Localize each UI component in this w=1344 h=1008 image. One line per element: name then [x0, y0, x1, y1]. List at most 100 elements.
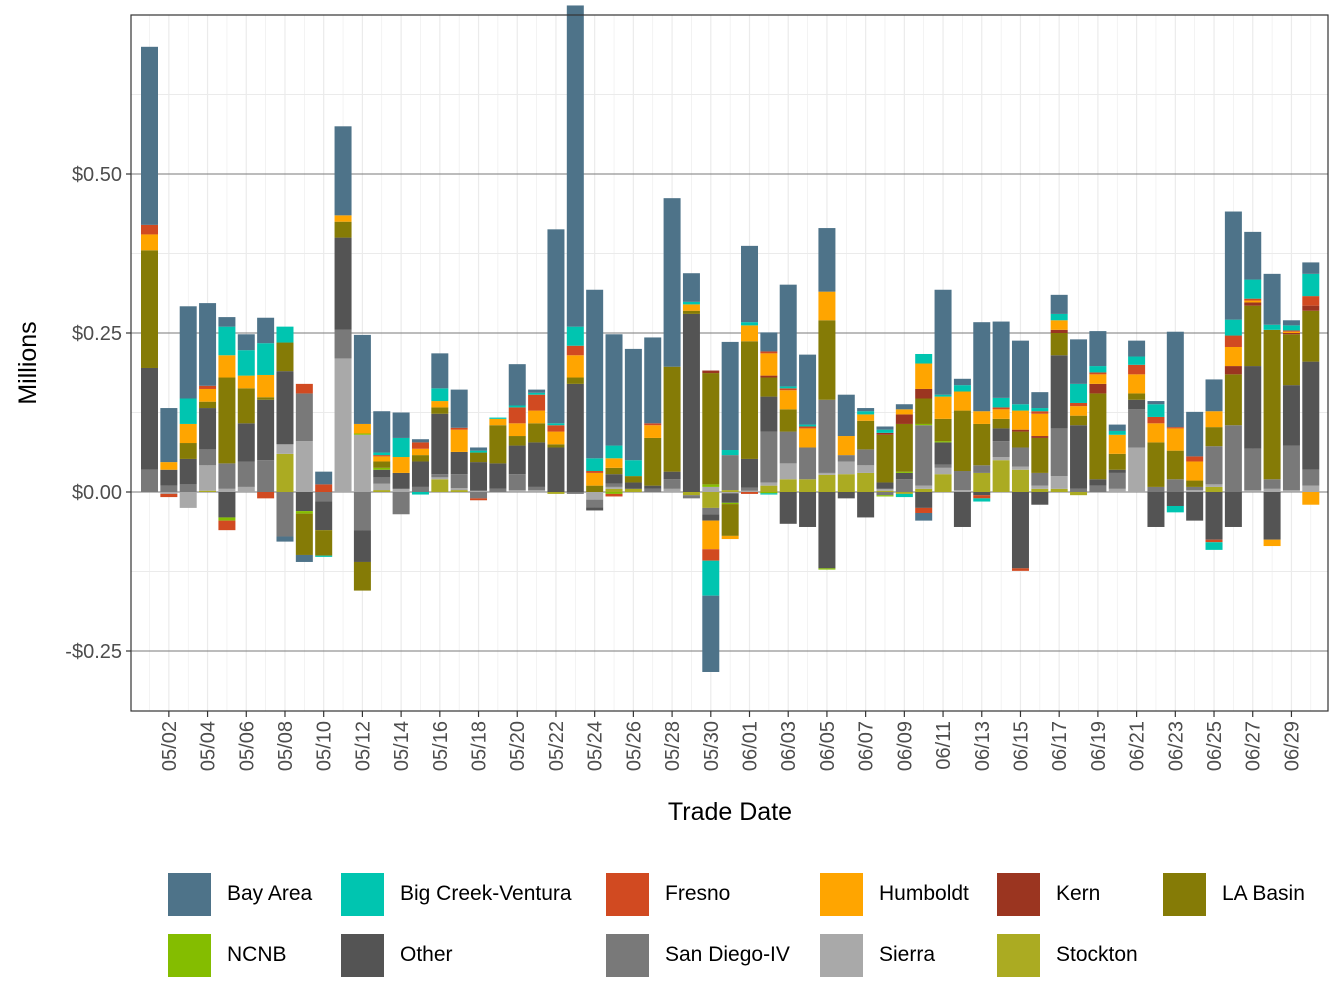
bar-segment-big-creek-ventura: [1224, 319, 1242, 336]
bar-segment-other: [1205, 492, 1223, 540]
bar-segment-sierra: [857, 465, 875, 473]
bar-segment-la-basin: [1244, 305, 1262, 367]
legend-swatch: [997, 933, 1040, 977]
bar-segment-la-basin: [1011, 431, 1029, 448]
bar-segment-bay-area: [837, 394, 855, 437]
legend-label: Stockton: [1056, 943, 1138, 966]
bar-segment-la-basin: [973, 423, 991, 466]
bar-segment-bay-area: [857, 408, 875, 412]
bar-segment-big-creek-ventura: [411, 492, 429, 495]
bar-segment-sierra: [276, 444, 294, 454]
bar-segment-fresno: [411, 442, 429, 449]
bar-segment-other: [1224, 492, 1242, 527]
bar-segment-sierra: [431, 477, 449, 480]
y-tick-label: $0.00: [72, 482, 122, 504]
bar-segment-bay-area: [1263, 273, 1281, 325]
bar-segment-fresno: [644, 423, 662, 426]
bar-segment-la-basin: [1263, 329, 1281, 480]
bar-segment-sierra: [1263, 488, 1281, 492]
bar-segment-other: [663, 471, 681, 480]
bar-segment-big-creek-ventura: [721, 450, 739, 456]
bar-segment-bay-area: [876, 426, 894, 430]
bar-segment-big-creek-ventura: [953, 385, 971, 392]
bar-segment-big-creek-ventura: [876, 429, 894, 433]
x-tick-label: 06/15: [1010, 721, 1032, 771]
bar-segment-la-basin: [508, 436, 526, 446]
bar-segment-ncnb: [895, 471, 913, 473]
bar-segment-sierra: [1108, 488, 1126, 492]
bar-segment-stockton: [992, 460, 1010, 492]
bar-segment-fresno: [760, 351, 778, 354]
bar-segment-other: [1108, 469, 1126, 473]
bar-segment-ncnb: [373, 467, 391, 470]
bar-segment-la-basin: [547, 444, 565, 448]
bar-segment-humboldt: [450, 429, 468, 452]
bar-segment-ncnb: [605, 492, 623, 494]
bar-segment-humboldt: [953, 391, 971, 411]
bar-segment-other: [1050, 355, 1068, 429]
bar-segment-sierra: [1011, 466, 1029, 470]
bar-segment-big-creek-ventura: [682, 301, 700, 305]
bar-segment-la-basin: [1186, 480, 1204, 487]
bar-segment-other: [1089, 479, 1107, 486]
bar-segment-san-diego-iv: [353, 492, 371, 531]
bar-segment-other: [779, 492, 797, 524]
bar-segment-san-diego-iv: [508, 474, 526, 491]
legend-label: Humboldt: [879, 882, 969, 905]
x-tick-label: 06/23: [1165, 721, 1187, 771]
bar-segment-other: [682, 313, 700, 492]
bar-segment-bay-area: [973, 322, 991, 412]
x-tick-label: 06/01: [740, 721, 762, 771]
x-tick-label: 05/16: [430, 721, 452, 771]
bar-segment-fresno: [450, 427, 468, 430]
bar-segment-humboldt: [818, 291, 836, 321]
bar-segment-bay-area: [741, 245, 759, 323]
bar-segment-ncnb: [295, 511, 313, 514]
bar-segment-san-diego-iv: [1050, 428, 1068, 477]
bar-segment-humboldt: [179, 423, 197, 444]
bar-segment-la-basin: [257, 397, 275, 400]
bar-segment-big-creek-ventura: [605, 445, 623, 459]
bar-segment-big-creek-ventura: [1128, 356, 1146, 365]
legend-swatch: [1163, 872, 1206, 916]
bar-segment-la-basin: [373, 461, 391, 468]
bar-segment-sierra: [1205, 484, 1223, 487]
bar-segment-fresno: [702, 549, 720, 561]
bar-segment-kern: [1224, 366, 1242, 375]
bar-segment-sierra: [373, 483, 391, 491]
bar-segment-la-basin: [489, 425, 507, 464]
bar-segment-other: [876, 482, 894, 489]
bar-segment-sierra: [1186, 490, 1204, 492]
bar-segment-bay-area: [528, 389, 546, 393]
bar-segment-bay-area: [953, 378, 971, 386]
bar-segment-other: [1031, 492, 1049, 505]
bar-segment-fresno: [1186, 456, 1204, 462]
bar-segment-bay-area: [624, 348, 642, 461]
bar-segment-san-diego-iv: [992, 441, 1010, 458]
y-tick-label: -$0.25: [65, 641, 122, 663]
bar-segment-other: [721, 493, 739, 503]
bar-segment-big-creek-ventura: [470, 450, 488, 453]
bar-segment-big-creek-ventura: [547, 423, 565, 426]
bar-segment-other: [1282, 385, 1300, 446]
bar-segment-la-basin: [353, 561, 371, 591]
bar-segment-san-diego-iv: [605, 483, 623, 487]
bar-segment-bay-area: [934, 289, 952, 395]
bar-segment-sierra: [528, 490, 546, 492]
y-tick-label: $0.50: [72, 164, 122, 186]
bar-segment-san-diego-iv: [953, 471, 971, 491]
bar-segment-big-creek-ventura: [1166, 505, 1184, 513]
bar-segment-big-creek-ventura: [895, 493, 913, 498]
bar-segment-sierra: [1031, 485, 1049, 489]
bar-segment-big-creek-ventura: [799, 424, 817, 427]
bar-segment-san-diego-iv: [934, 464, 952, 468]
bar-segment-other: [295, 492, 313, 512]
bar-segment-la-basin: [876, 434, 894, 483]
legend-item-ncnb: NCNB: [168, 933, 341, 977]
bar-segment-kern: [915, 388, 933, 399]
bar-segment-other: [179, 458, 197, 485]
bar-segment-other: [489, 463, 507, 489]
bar-segment-fresno: [1166, 427, 1184, 429]
bar-segment-other: [141, 367, 158, 470]
